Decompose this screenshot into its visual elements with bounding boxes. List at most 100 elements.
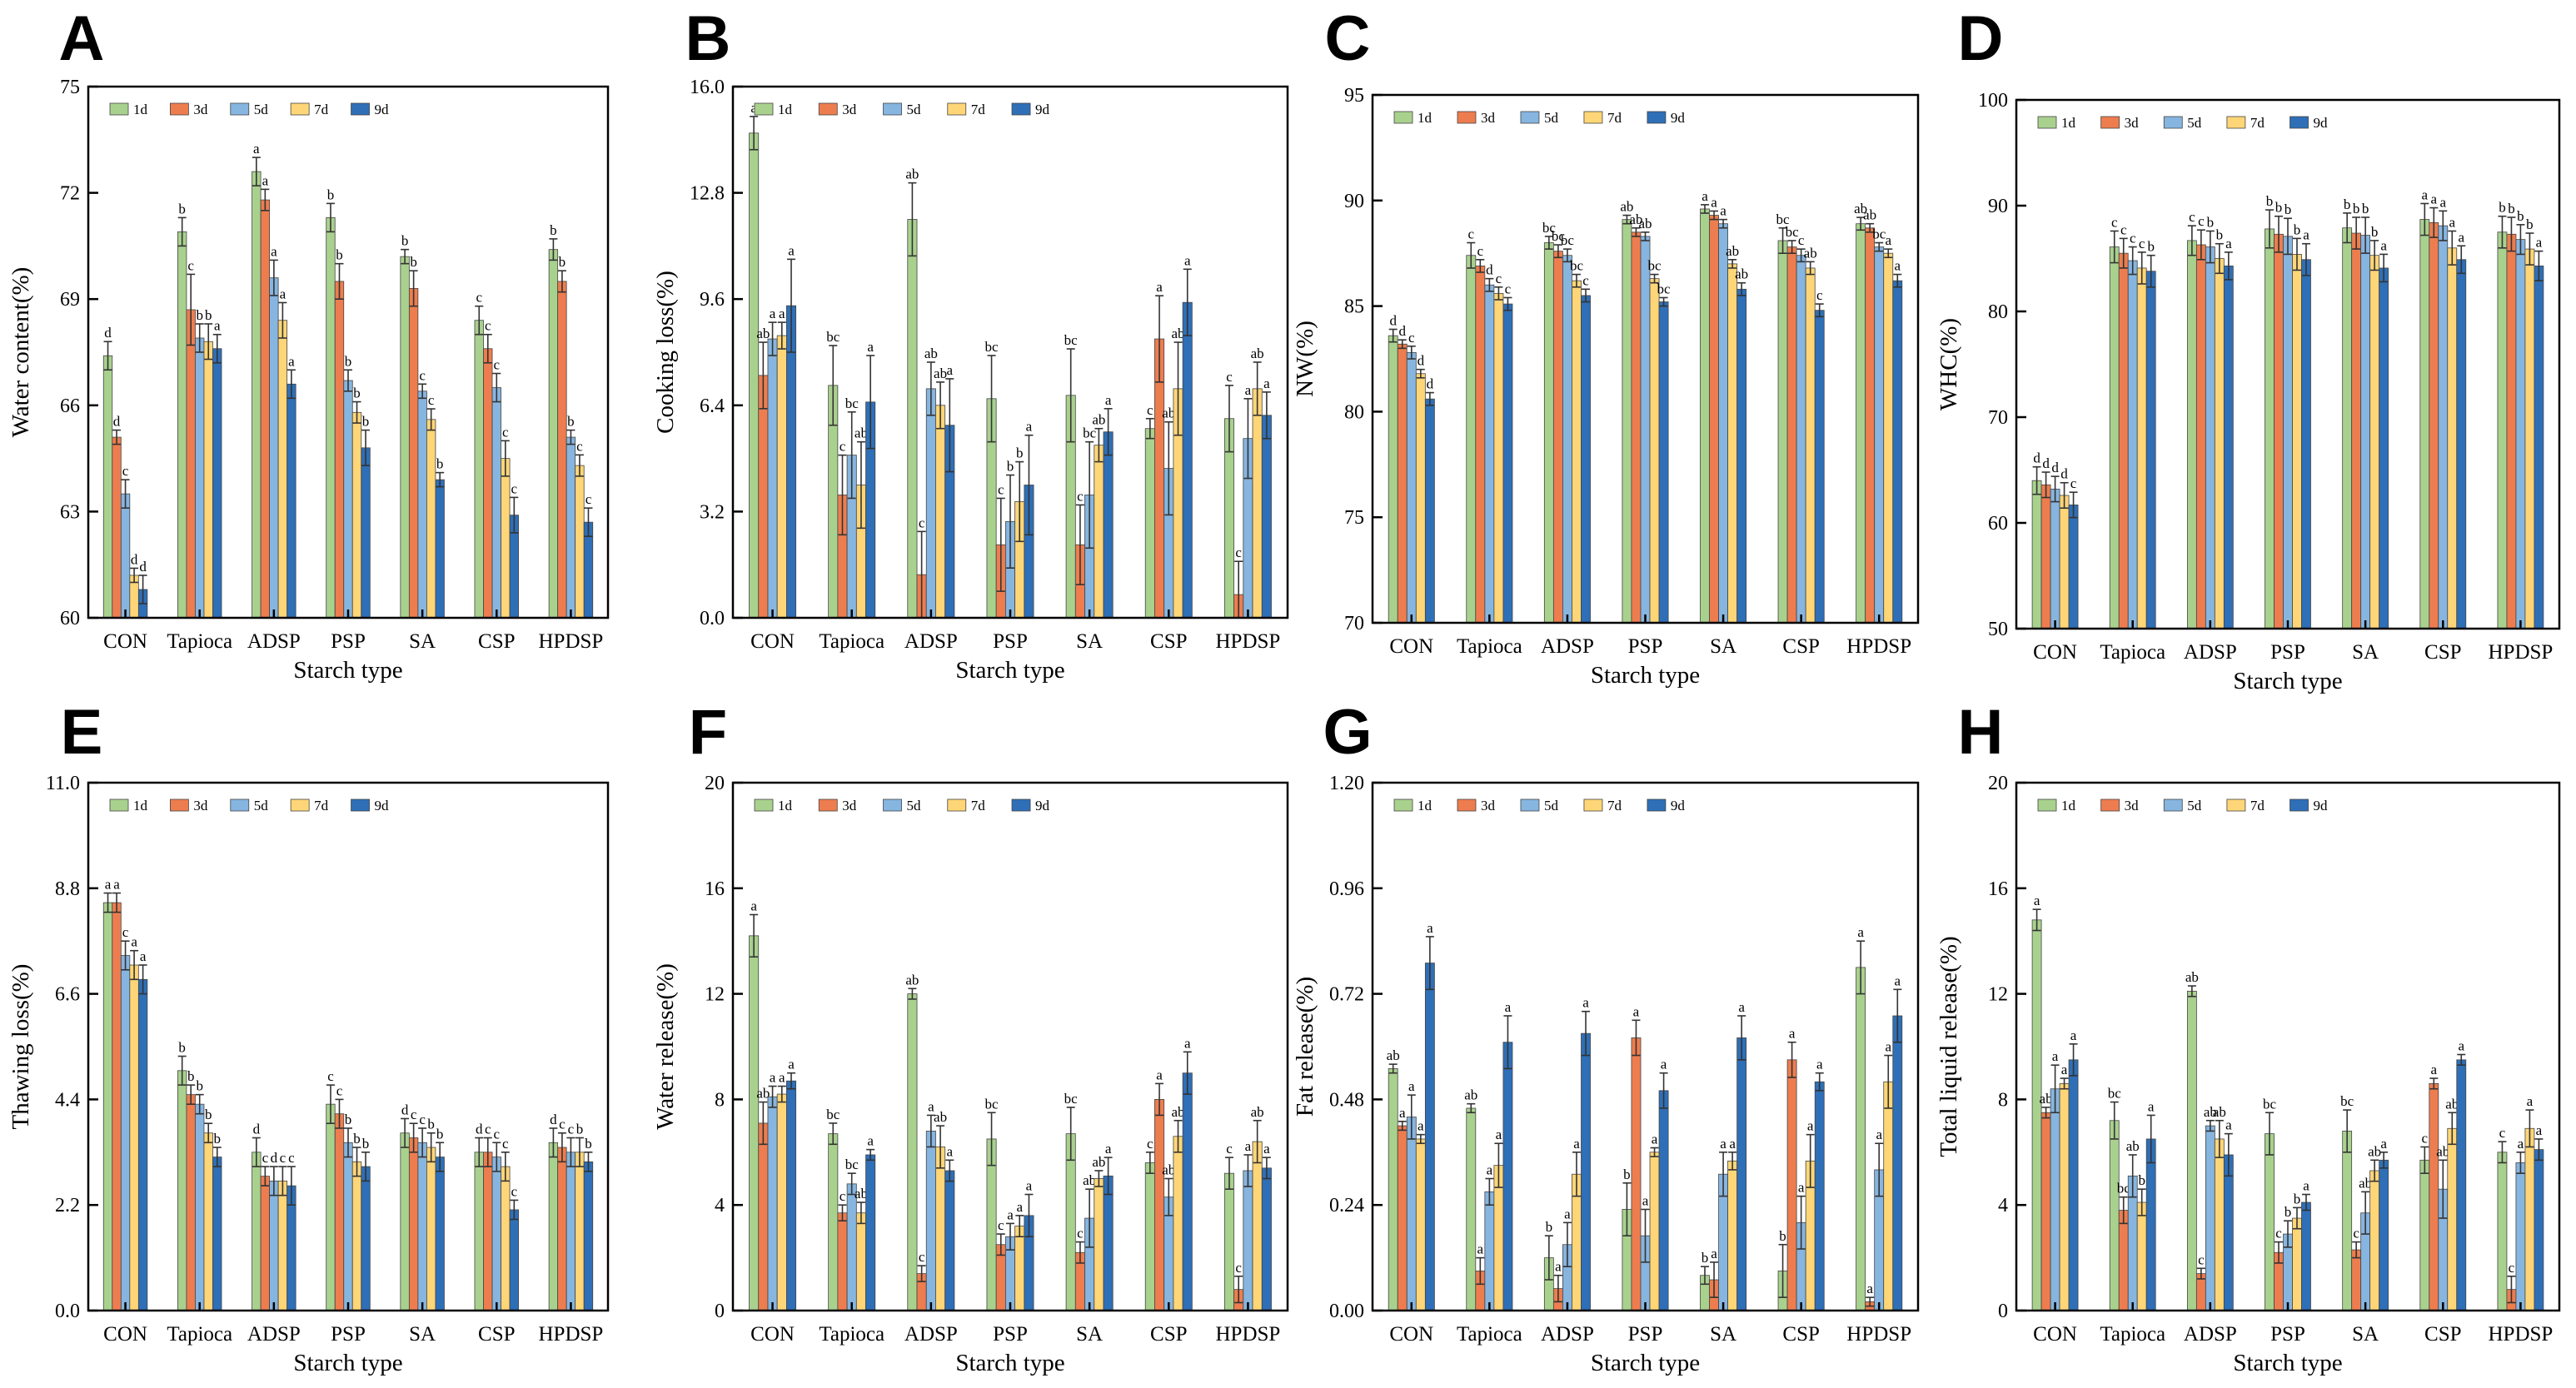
bar-a-sa-9d	[435, 479, 445, 619]
significance-label: b	[585, 1136, 592, 1152]
significance-label: a	[1798, 1180, 1805, 1196]
bar-e-con-7d	[129, 964, 139, 1311]
significance-label: ab	[756, 1086, 770, 1102]
bar-d-tapioca-5d	[2127, 260, 2138, 629]
x-tick-label: Tapioca	[2100, 1323, 2165, 1346]
significance-label: a	[1895, 973, 1901, 988]
y-tick-label: 11.0	[46, 773, 80, 794]
bar-b-con-3d	[758, 375, 769, 619]
significance-label: a	[1487, 1162, 1493, 1178]
y-tick-label: 70	[1988, 407, 2008, 429]
significance-label: c	[1226, 1141, 1233, 1157]
y-tick-label: 80	[1344, 401, 1364, 423]
significance-label: bc	[1561, 232, 1575, 248]
legend-label-5d: 5d	[254, 102, 269, 117]
significance-label: a	[1652, 1132, 1658, 1147]
y-tick-label: 2.2	[55, 1195, 80, 1216]
legend-swatch-1d	[2037, 798, 2057, 812]
significance-label: c	[1505, 281, 1512, 296]
significance-label: d	[476, 1122, 483, 1137]
legend-swatch-3d	[818, 798, 838, 812]
y-tick-label: 60	[60, 608, 80, 629]
bar-h-adsp-9d	[2223, 1154, 2234, 1311]
legend: 1d 3d 5d 7d 9d	[754, 102, 1050, 117]
significance-label: b	[2294, 221, 2301, 237]
y-tick-label: 50	[1988, 619, 2008, 640]
bar-g-con-1d	[1388, 1068, 1398, 1311]
legend-swatch-7d	[1583, 111, 1603, 124]
bar-d-csp-5d	[2438, 225, 2449, 629]
bar-c-con-5d	[1406, 351, 1417, 624]
significance-label: bc	[1776, 211, 1791, 227]
significance-label: a	[2527, 1093, 2534, 1109]
legend-label-1d: 1d	[778, 102, 793, 117]
bar-a-csp-5d	[491, 387, 501, 619]
legend-label-9d: 9d	[375, 102, 390, 117]
significance-label: d	[1486, 262, 1493, 278]
significance-label: c	[2111, 214, 2118, 230]
bar-a-sa-1d	[400, 256, 410, 619]
significance-label: b	[1623, 1167, 1631, 1182]
x-tick-label: CSP	[478, 1323, 515, 1346]
bar-d-adsp-3d	[2195, 244, 2206, 629]
bar-c-sa-7d	[1727, 263, 1738, 624]
significance-label: c	[2509, 1260, 2515, 1276]
bar-d-csp-1d	[2419, 219, 2430, 629]
significance-label: b	[353, 386, 361, 401]
significance-label: c	[122, 463, 129, 479]
significance-label: c	[485, 1122, 491, 1137]
bar-e-con-1d	[102, 902, 113, 1311]
significance-label: a	[280, 286, 286, 301]
bar-e-psp-7d	[351, 1161, 362, 1311]
significance-label: b	[327, 187, 335, 202]
bar-a-tapioca-1d	[177, 231, 187, 619]
significance-label: b	[1007, 459, 1014, 475]
bar-e-sa-7d	[426, 1147, 436, 1311]
significance-label: b	[559, 254, 566, 270]
x-tick-label: ADSP	[904, 630, 958, 653]
significance-label: a	[1720, 203, 1726, 219]
significance-label: a	[1477, 1241, 1484, 1257]
y-tick-label: 20	[1988, 773, 2008, 794]
significance-label: b	[205, 1107, 212, 1122]
x-tick-label: PSP	[993, 1323, 1028, 1346]
significance-label: b	[336, 247, 343, 263]
significance-label: a	[1399, 1105, 1406, 1121]
significance-label: d	[113, 414, 121, 430]
significance-label: c	[2130, 231, 2136, 246]
significance-label: b	[214, 1131, 222, 1147]
x-tick-label: SA	[1076, 630, 1103, 653]
bar-h-con-1d	[2031, 919, 2042, 1311]
x-tick-label: HPDSP	[2489, 1323, 2554, 1346]
significance-label: c	[2275, 1226, 2282, 1241]
significance-label: b	[2353, 201, 2360, 216]
y-tick-label: 75	[1344, 507, 1364, 529]
legend-label-7d: 7d	[971, 102, 986, 117]
significance-label: c	[919, 515, 925, 530]
significance-label: c	[2422, 1130, 2429, 1146]
bar-h-tapioca-3d	[2118, 1210, 2129, 1311]
bar-h-adsp-5d	[2205, 1125, 2215, 1311]
significance-label: a	[1807, 1118, 1814, 1134]
significance-label: a	[1263, 1141, 1270, 1157]
significance-label: ab	[905, 167, 919, 182]
plot-frame	[1371, 93, 1920, 624]
x-axis-label: Starch type	[955, 657, 1064, 684]
x-tick-label: PSP	[331, 1323, 366, 1346]
significance-label: c	[262, 1150, 269, 1166]
significance-label: c	[485, 318, 491, 334]
significance-label: d	[131, 551, 138, 567]
bar-f-sa-9d	[1103, 1175, 1114, 1311]
significance-label: a	[779, 306, 785, 321]
significance-label: d	[1398, 323, 1406, 339]
bar-g-psp-7d	[1649, 1152, 1660, 1311]
y-tick-label: 63	[60, 501, 80, 523]
bar-b-hpdsp-7d	[1252, 388, 1263, 619]
bar-d-sa-3d	[2351, 232, 2362, 629]
x-tick-label: SA	[409, 1323, 436, 1346]
x-tick-label: ADSP	[247, 1323, 301, 1346]
bar-e-psp-1d	[326, 1103, 336, 1311]
significance-label: a	[1418, 1118, 1424, 1134]
legend-swatch-3d	[818, 102, 838, 116]
